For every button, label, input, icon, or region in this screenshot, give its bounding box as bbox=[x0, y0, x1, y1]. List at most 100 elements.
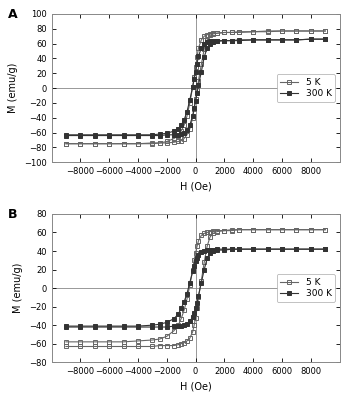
5 K bbox=[136, 141, 140, 146]
5 K bbox=[93, 141, 97, 146]
300 K bbox=[222, 247, 227, 252]
300 K bbox=[121, 132, 126, 137]
Legend: 5 K, 300 K: 5 K, 300 K bbox=[277, 74, 335, 102]
Line: 300 K: 300 K bbox=[64, 247, 327, 328]
5 K bbox=[182, 308, 186, 313]
300 K bbox=[230, 38, 234, 43]
5 K bbox=[192, 258, 196, 263]
5 K bbox=[191, 267, 195, 272]
5 K bbox=[309, 28, 313, 33]
5 K bbox=[64, 141, 68, 146]
5 K bbox=[294, 28, 299, 33]
Legend: 5 K, 300 K: 5 K, 300 K bbox=[277, 274, 335, 302]
300 K bbox=[237, 247, 241, 252]
5 K bbox=[172, 328, 176, 333]
300 K bbox=[230, 247, 234, 252]
300 K bbox=[323, 247, 327, 252]
5 K bbox=[208, 229, 212, 234]
300 K bbox=[176, 126, 180, 131]
300 K bbox=[158, 322, 162, 327]
Text: A: A bbox=[8, 8, 18, 21]
5 K bbox=[179, 316, 183, 321]
300 K bbox=[309, 37, 313, 42]
300 K bbox=[215, 38, 219, 43]
300 K bbox=[176, 312, 180, 316]
5 K bbox=[158, 140, 162, 145]
300 K bbox=[191, 84, 195, 89]
5 K bbox=[199, 38, 204, 42]
300 K bbox=[136, 324, 140, 328]
Line: 5 K: 5 K bbox=[64, 228, 327, 344]
5 K bbox=[150, 140, 155, 145]
300 K bbox=[196, 252, 200, 257]
300 K bbox=[193, 259, 198, 264]
Y-axis label: M (emu/g): M (emu/g) bbox=[8, 63, 18, 113]
300 K bbox=[188, 280, 192, 285]
5 K bbox=[78, 141, 82, 146]
300 K bbox=[172, 316, 176, 321]
5 K bbox=[150, 338, 155, 342]
300 K bbox=[64, 324, 68, 328]
5 K bbox=[121, 141, 126, 146]
5 K bbox=[280, 227, 284, 232]
300 K bbox=[211, 248, 215, 252]
300 K bbox=[64, 132, 68, 137]
300 K bbox=[251, 38, 255, 42]
5 K bbox=[266, 227, 270, 232]
5 K bbox=[179, 129, 183, 134]
300 K bbox=[195, 255, 199, 260]
X-axis label: H (Oe): H (Oe) bbox=[180, 382, 212, 392]
5 K bbox=[182, 123, 186, 128]
300 K bbox=[251, 247, 255, 252]
5 K bbox=[222, 228, 227, 233]
5 K bbox=[158, 337, 162, 342]
5 K bbox=[222, 30, 227, 35]
300 K bbox=[193, 69, 198, 74]
Line: 5 K: 5 K bbox=[64, 29, 327, 146]
5 K bbox=[211, 228, 215, 233]
300 K bbox=[215, 247, 219, 252]
5 K bbox=[205, 230, 209, 235]
5 K bbox=[107, 340, 111, 344]
5 K bbox=[294, 227, 299, 232]
5 K bbox=[188, 283, 192, 288]
5 K bbox=[323, 28, 327, 33]
300 K bbox=[136, 132, 140, 137]
300 K bbox=[208, 248, 212, 252]
300 K bbox=[93, 324, 97, 328]
300 K bbox=[237, 38, 241, 43]
5 K bbox=[266, 29, 270, 34]
300 K bbox=[266, 38, 270, 42]
5 K bbox=[251, 227, 255, 232]
300 K bbox=[107, 132, 111, 137]
5 K bbox=[107, 141, 111, 146]
300 K bbox=[182, 300, 186, 304]
300 K bbox=[195, 61, 199, 66]
5 K bbox=[165, 334, 169, 339]
300 K bbox=[93, 132, 97, 137]
300 K bbox=[294, 38, 299, 42]
5 K bbox=[78, 340, 82, 344]
300 K bbox=[172, 129, 176, 134]
300 K bbox=[280, 247, 284, 252]
300 K bbox=[191, 269, 195, 274]
5 K bbox=[215, 31, 219, 36]
5 K bbox=[185, 114, 189, 119]
300 K bbox=[188, 98, 192, 102]
300 K bbox=[309, 247, 313, 252]
5 K bbox=[196, 238, 200, 243]
300 K bbox=[165, 320, 169, 325]
5 K bbox=[172, 136, 176, 141]
5 K bbox=[193, 65, 198, 70]
300 K bbox=[185, 110, 189, 114]
300 K bbox=[179, 123, 183, 128]
5 K bbox=[230, 227, 234, 232]
5 K bbox=[230, 30, 234, 35]
300 K bbox=[202, 42, 206, 47]
300 K bbox=[280, 38, 284, 42]
300 K bbox=[222, 38, 227, 43]
5 K bbox=[237, 227, 241, 232]
Text: B: B bbox=[8, 208, 18, 221]
300 K bbox=[158, 132, 162, 136]
300 K bbox=[185, 291, 189, 296]
